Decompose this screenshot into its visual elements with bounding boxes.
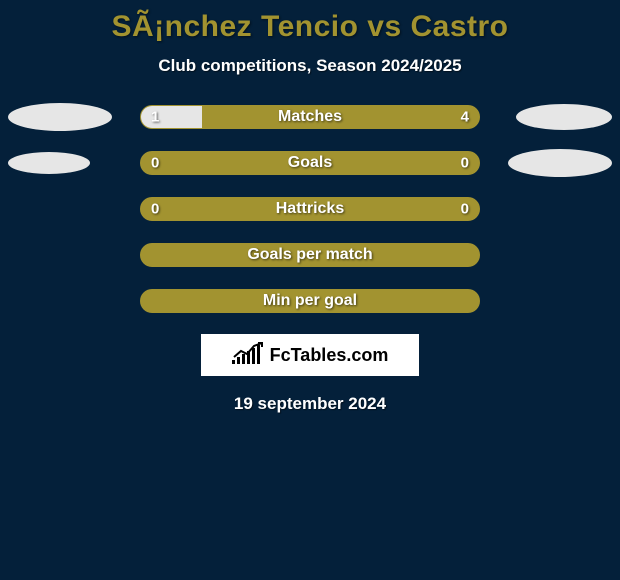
brand-line-icon xyxy=(232,342,266,360)
player-left-ellipse xyxy=(8,103,112,131)
stat-bar: Goals per match xyxy=(140,243,480,267)
brand-bar-segment xyxy=(232,360,235,364)
player-left-ellipse xyxy=(8,152,90,174)
stats-container: 14Matches 00Goals 00Hattricks Goals per mat… xyxy=(0,104,620,314)
stat-row: Goals per match xyxy=(0,242,620,268)
brand-chart-icon xyxy=(232,344,266,366)
player-right-ellipse xyxy=(508,149,612,177)
stat-label: Hattricks xyxy=(141,200,479,218)
page-subtitle: Club competitions, Season 2024/2025 xyxy=(0,56,620,76)
brand-text: FcTables.com xyxy=(270,345,389,366)
page-title: SÃ¡nchez Tencio vs Castro xyxy=(0,0,620,44)
stat-bar: Min per goal xyxy=(140,289,480,313)
stat-bar: 00Goals xyxy=(140,151,480,175)
stat-label: Min per goal xyxy=(141,292,479,310)
stat-bar: 00Hattricks xyxy=(140,197,480,221)
stat-row: 14Matches xyxy=(0,104,620,130)
stat-row: 00Goals xyxy=(0,150,620,176)
stat-row: 00Hattricks xyxy=(0,196,620,222)
stat-bar: 14Matches xyxy=(140,105,480,129)
stats-infographic: SÃ¡nchez Tencio vs Castro Club competiti… xyxy=(0,0,620,580)
player-right-ellipse xyxy=(516,104,612,130)
date-label: 19 september 2024 xyxy=(0,394,620,414)
stat-label: Matches xyxy=(141,108,479,126)
stat-label: Goals xyxy=(141,154,479,172)
stat-label: Goals per match xyxy=(141,246,479,264)
brand-badge: FcTables.com xyxy=(201,334,419,376)
stat-row: Min per goal xyxy=(0,288,620,314)
